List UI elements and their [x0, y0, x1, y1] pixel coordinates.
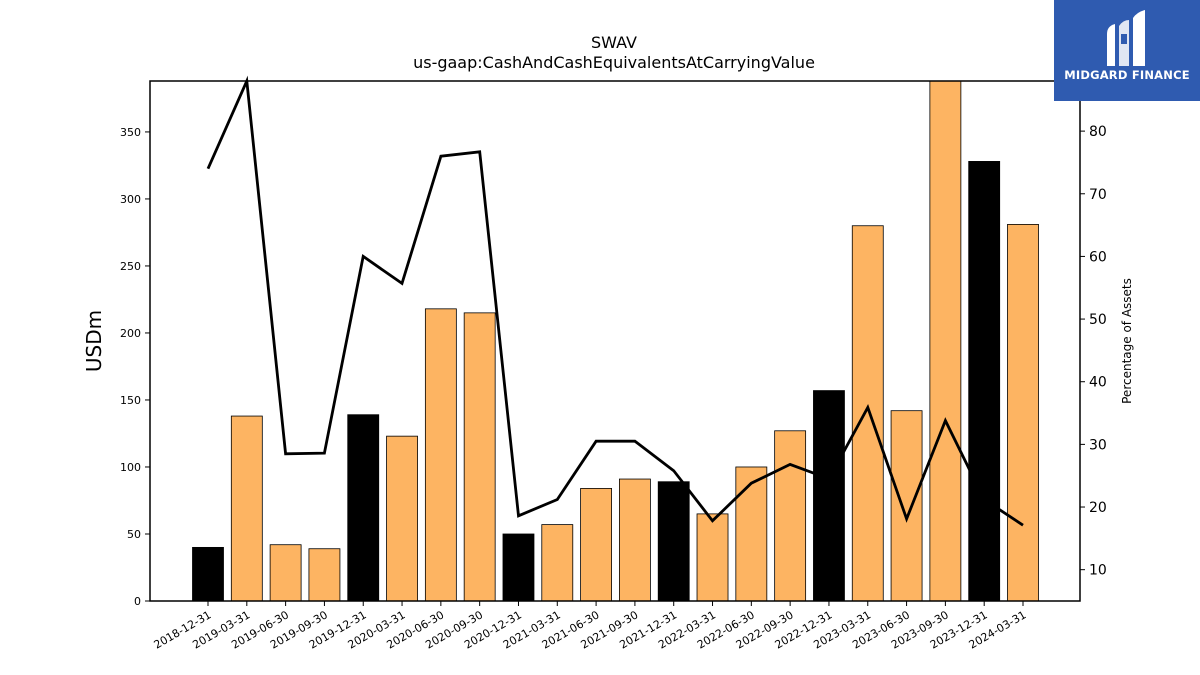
y-tick-label-right-10: 10	[1089, 563, 1107, 579]
bar-2024-03-31	[1007, 224, 1039, 602]
bar-2020-03-31	[386, 435, 418, 602]
bar-2023-03-31	[851, 225, 884, 602]
bar-2021-12-31	[657, 481, 690, 602]
bar-2020-12-31	[502, 533, 535, 602]
brand-logo: MIDGARD FINANCE	[1054, 0, 1200, 101]
midgard-m-logo-icon	[1107, 10, 1145, 66]
bar-2022-12-31	[813, 390, 845, 602]
x-axis: 2018-12-312019-03-312019-06-302019-09-30…	[152, 601, 1029, 652]
brand-name: MIDGARD FINANCE	[1064, 68, 1190, 82]
chart-title: SWAV	[591, 33, 637, 52]
y-tick-label-right-70: 70	[1089, 187, 1107, 203]
y-tick-label-left-150: 150	[120, 394, 141, 407]
bar-2022-06-30	[735, 466, 768, 602]
y-tick-label-right-60: 60	[1089, 249, 1107, 265]
chart-subtitle: us-gaap:CashAndCashEquivalentsAtCarrying…	[413, 53, 815, 72]
y-axis-left: 0 50 100 150 200 250 300 350	[120, 126, 150, 608]
y-tick-label-left-200: 200	[120, 327, 141, 340]
bar-2019-06-30	[269, 544, 302, 602]
bar-2020-09-30	[463, 312, 496, 602]
y-tick-label-right-80: 80	[1089, 124, 1107, 140]
y-axis-label-left: USDm	[82, 310, 106, 372]
bar-2023-06-30	[890, 410, 923, 602]
bar-2019-03-31	[230, 415, 263, 602]
bar-2019-09-30	[308, 548, 341, 602]
bar-group	[192, 80, 1039, 602]
y-tick-label-left-0: 0	[134, 595, 141, 608]
y-tick-label-right-30: 30	[1089, 437, 1107, 453]
bar-2023-09-30	[929, 80, 962, 602]
y-tick-label-left-300: 300	[120, 193, 141, 206]
y-tick-label-right-40: 40	[1089, 375, 1107, 391]
plot-frame	[149, 80, 1081, 602]
bar-2019-12-31	[347, 414, 380, 602]
bar-2022-09-30	[774, 430, 807, 602]
bar-2021-06-30	[580, 488, 612, 602]
y-axis-right: 10 20 30 40 50 60 70 80	[1080, 124, 1107, 579]
y-tick-label-right-50: 50	[1089, 312, 1107, 328]
y-tick-label-left-100: 100	[120, 461, 141, 474]
bar-2021-03-31	[541, 524, 574, 602]
bar-2018-12-31	[192, 546, 224, 602]
y-axis-label-right: Percentage of Assets	[1120, 278, 1134, 404]
percentage-of-assets-line	[206, 75, 1024, 527]
y-tick-label-left-350: 350	[120, 126, 141, 139]
line-group	[206, 75, 1024, 527]
bar-2021-09-30	[619, 478, 651, 602]
bar-2020-06-30	[424, 308, 457, 602]
y-tick-label-left-250: 250	[120, 260, 141, 273]
bar-2023-12-31	[968, 161, 1001, 602]
y-tick-label-right-20: 20	[1089, 500, 1107, 516]
y-tick-label-left-50: 50	[127, 528, 141, 541]
bar-2022-03-31	[696, 513, 729, 602]
